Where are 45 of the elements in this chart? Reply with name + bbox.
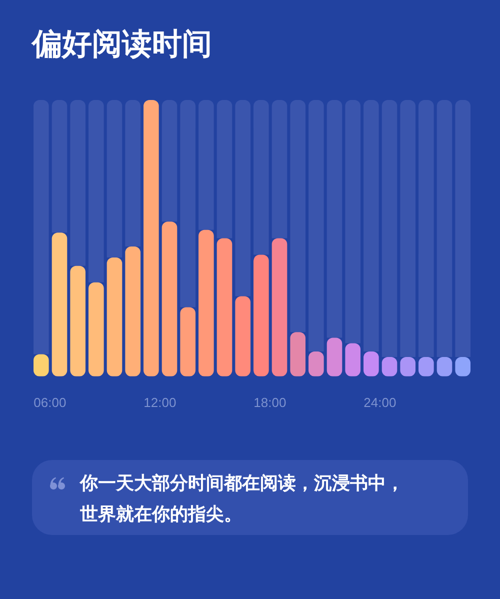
chart-title: 偏好阅读时间 (31, 26, 212, 62)
bar (345, 100, 360, 344)
x-tick-label: 24:00 (364, 394, 396, 410)
bar (345, 343, 360, 376)
bar (400, 100, 416, 358)
x-tick-label: 12:00 (144, 394, 176, 410)
bar (418, 100, 434, 358)
text: 你一天大部分时间都在阅读，沉浸书中，世界就在你的指尖。 (80, 472, 405, 527)
x-tick-label: 06:00 (34, 394, 66, 410)
bar (382, 100, 398, 358)
x-tick-label: 18:00 (254, 394, 286, 410)
bar (455, 100, 470, 358)
bar (216, 238, 232, 376)
bar (34, 100, 49, 354)
bar (162, 222, 178, 376)
bar (106, 258, 122, 376)
bar (88, 282, 104, 376)
bar (290, 332, 306, 376)
bar (144, 100, 159, 376)
bar (364, 100, 379, 352)
bar (254, 254, 269, 376)
bar (52, 100, 68, 233)
bar (235, 296, 250, 376)
bar (272, 238, 288, 376)
bar (290, 100, 306, 332)
bar (198, 100, 214, 230)
bar (308, 100, 324, 352)
bar (198, 230, 214, 376)
bar (326, 338, 342, 376)
bar (216, 100, 232, 238)
bar (106, 100, 122, 258)
bar (52, 232, 68, 376)
bar (70, 266, 86, 376)
bar (254, 100, 269, 255)
bar (326, 100, 342, 338)
bar (235, 100, 250, 296)
bar (436, 100, 452, 358)
bar (180, 100, 196, 308)
bar (70, 100, 86, 266)
bar (272, 100, 288, 238)
bar (162, 100, 178, 222)
bar (88, 100, 104, 282)
bar (125, 100, 140, 246)
bar (180, 307, 196, 376)
bar (125, 246, 140, 376)
